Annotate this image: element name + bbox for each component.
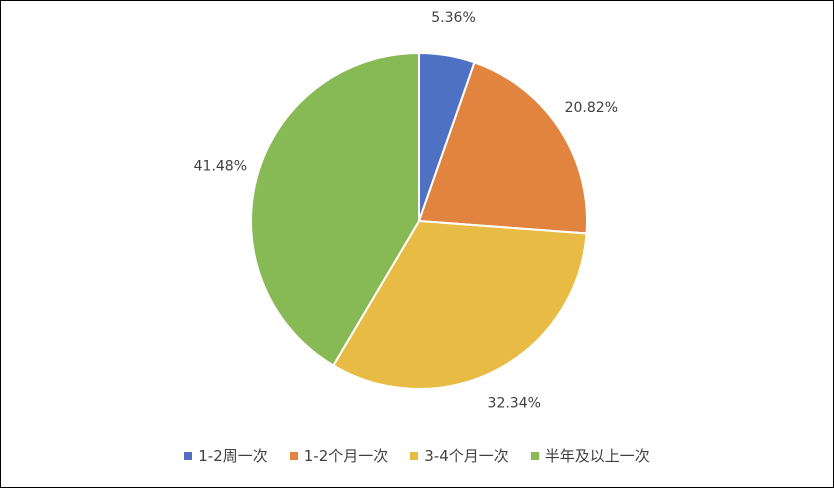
data-label: 5.36%: [431, 10, 475, 26]
legend: 1-2周一次 1-2个月一次 3-4个月一次 半年及以上一次: [1, 445, 833, 466]
pie-slice: [417, 61, 588, 235]
legend-label: 半年及以上一次: [544, 447, 650, 465]
legend-swatch: [184, 451, 193, 460]
legend-label: 1-2个月一次: [303, 447, 389, 465]
data-label: 41.48%: [194, 159, 247, 175]
pie-area: 5.36% 20.82% 32.34% 41.48%: [194, 10, 618, 412]
legend-item: 1-2周一次: [184, 445, 268, 466]
pie-slice: [250, 51, 420, 367]
data-label: 20.82%: [565, 100, 618, 116]
legend-swatch: [410, 451, 419, 460]
legend-item: 1-2个月一次: [289, 445, 389, 466]
pie-slice: [331, 219, 588, 390]
legend-item: 3-4个月一次: [410, 445, 509, 466]
legend-swatch: [289, 451, 298, 460]
legend-label: 3-4个月一次: [424, 447, 509, 465]
data-label: 32.34%: [488, 396, 541, 412]
legend-item: 半年及以上一次: [530, 445, 650, 466]
legend-label: 1-2周一次: [198, 447, 268, 465]
legend-swatch: [530, 451, 539, 460]
